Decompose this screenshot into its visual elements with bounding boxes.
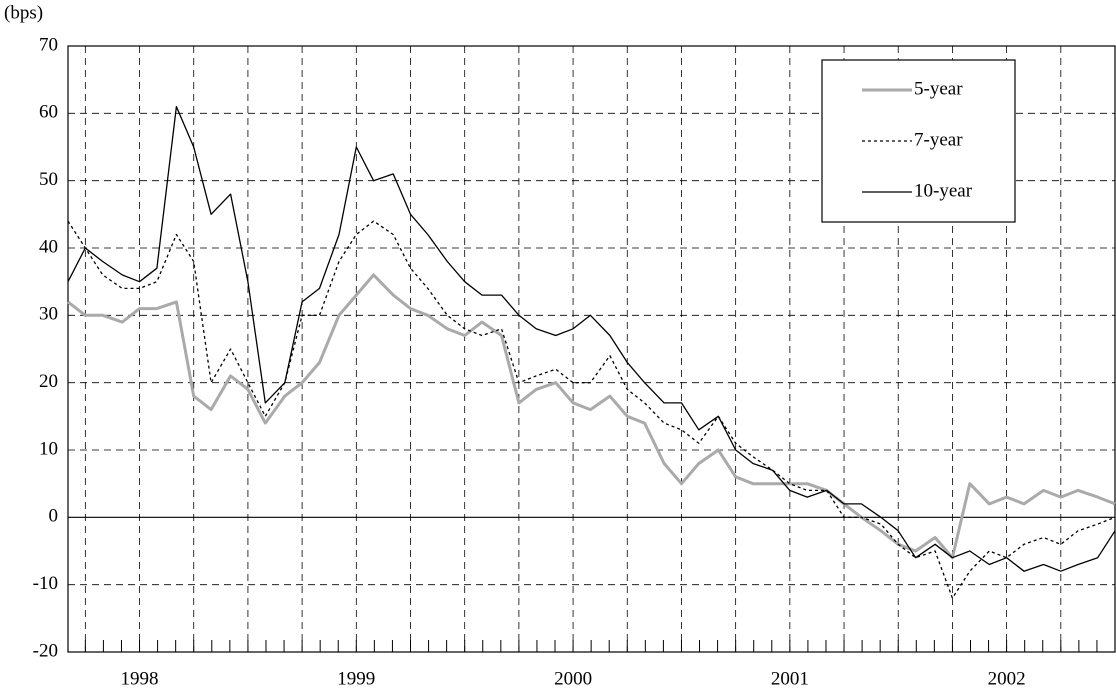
series-line — [67, 105, 1116, 572]
plot-frame — [67, 45, 1116, 653]
y-tick-label: 20 — [39, 371, 58, 392]
y-tick-label: 0 — [49, 506, 59, 527]
x-tick-label: 1999 — [337, 668, 375, 689]
x-tick-label: 2001 — [771, 668, 809, 689]
y-tick-label: -10 — [33, 573, 58, 594]
x-tick-label: 2002 — [988, 668, 1026, 689]
y-tick-label: 50 — [39, 169, 58, 190]
y-tick-label: 10 — [39, 438, 58, 459]
y-tick-label: 30 — [39, 304, 58, 325]
y-tick-label: 60 — [39, 102, 58, 123]
legend-label: 10-year — [914, 180, 973, 201]
legend-box — [821, 59, 1016, 223]
series-line — [67, 273, 1116, 560]
y-tick-label: 40 — [39, 236, 58, 257]
y-tick-label: 70 — [39, 34, 58, 55]
y-axis-label: (bps) — [4, 2, 43, 23]
series-line — [67, 220, 1116, 599]
legend-label: 5-year — [914, 78, 963, 99]
legend-label: 7-year — [914, 129, 963, 150]
x-tick-label: 2000 — [554, 668, 592, 689]
x-tick-label: 1998 — [121, 668, 159, 689]
y-tick-label: -20 — [33, 640, 58, 661]
